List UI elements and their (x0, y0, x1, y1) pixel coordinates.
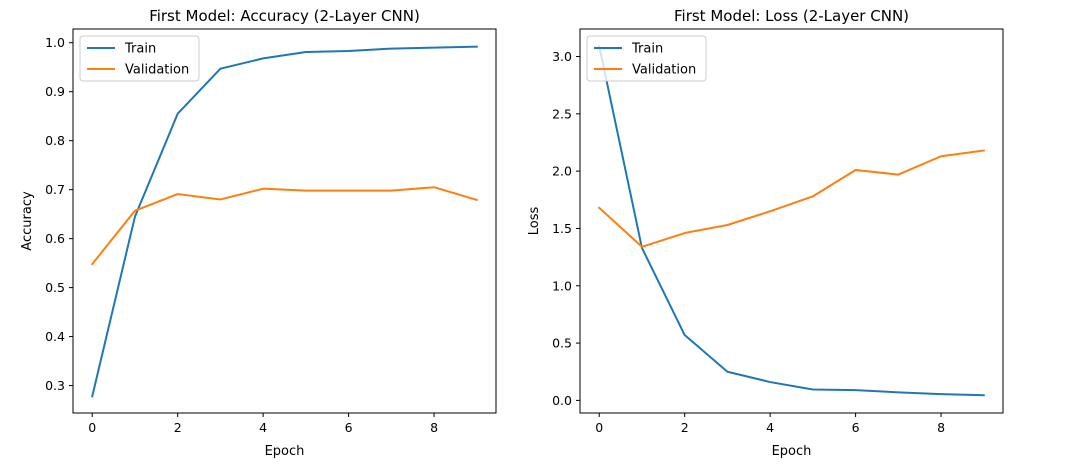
y-tick-label: 0.6 (45, 231, 65, 246)
x-tick-label: 8 (937, 420, 945, 435)
y-tick-label: 0.5 (45, 280, 65, 295)
y-axis-label: Accuracy (20, 191, 35, 251)
x-tick-label: 8 (430, 420, 438, 435)
y-tick-label: 0.9 (45, 84, 65, 99)
accuracy-chart: First Model: Accuracy (2-Layer CNN) Epoc… (20, 7, 497, 459)
series-line-train (91, 45, 478, 398)
y-tick-label: 2.0 (552, 164, 572, 179)
legend-label: Validation (125, 63, 189, 78)
series-line-validation (597, 149, 985, 248)
series-line-validation (90, 186, 479, 266)
y-tick-label: 0.4 (45, 329, 65, 344)
y-tick-label: 0.0 (552, 393, 572, 408)
y-tick-label: 0.8 (45, 133, 65, 148)
y-tick-label: 0.3 (45, 378, 65, 393)
plot-frame (579, 28, 1004, 414)
loss-chart: First Model: Loss (2-Layer CNN) Epoch Lo… (527, 7, 1004, 459)
series-line-train (598, 45, 985, 397)
y-tick-label: 3.0 (552, 49, 572, 64)
chart-title: First Model: Loss (2-Layer CNN) (674, 7, 909, 25)
y-tick-label: 0.7 (45, 182, 65, 197)
legend-label: Train (631, 42, 663, 57)
x-tick-label: 2 (174, 420, 182, 435)
y-tick-label: 1.0 (45, 35, 65, 50)
y-tick-label: 1.0 (552, 278, 572, 293)
x-axis-label: Epoch (265, 444, 305, 459)
y-tick-label: 1.5 (552, 221, 572, 236)
x-tick-label: 0 (88, 420, 96, 435)
legend-label: Train (124, 42, 156, 57)
legend-label: Validation (632, 63, 696, 78)
x-axis-label: Epoch (772, 444, 812, 459)
chart-title: First Model: Accuracy (2-Layer CNN) (149, 7, 420, 25)
x-tick-label: 6 (345, 420, 353, 435)
y-tick-label: 2.5 (552, 106, 572, 121)
y-tick-label: 0.5 (552, 336, 572, 351)
y-axis-label: Loss (527, 207, 542, 236)
x-tick-label: 6 (852, 420, 860, 435)
plot-frame (72, 28, 497, 414)
x-tick-label: 0 (595, 420, 603, 435)
x-tick-label: 4 (766, 420, 774, 435)
x-tick-label: 4 (259, 420, 267, 435)
x-tick-label: 2 (681, 420, 689, 435)
